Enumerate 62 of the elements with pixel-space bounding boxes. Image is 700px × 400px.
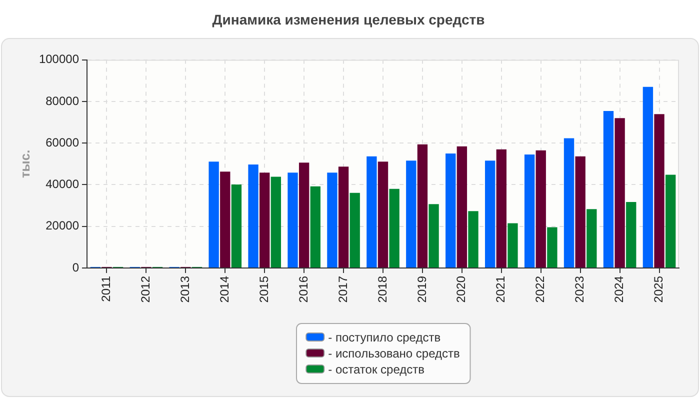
y-tick-label: 0 bbox=[72, 260, 80, 274]
bar bbox=[456, 146, 468, 268]
y-tick-label: 20000 bbox=[46, 218, 80, 233]
x-tick-label: 2016 bbox=[296, 276, 310, 303]
x-tick-label: 2024 bbox=[612, 276, 626, 303]
bar bbox=[248, 164, 258, 268]
bar bbox=[327, 172, 338, 268]
bar bbox=[614, 118, 625, 268]
bar bbox=[428, 204, 439, 268]
x-tick-label: 2012 bbox=[138, 276, 153, 303]
bar bbox=[654, 114, 664, 268]
bar bbox=[270, 176, 282, 268]
bar bbox=[366, 156, 377, 268]
bar bbox=[665, 174, 676, 268]
bar bbox=[642, 86, 654, 268]
x-tick-label: 2023 bbox=[572, 276, 587, 303]
x-tick-label: 2019 bbox=[414, 276, 429, 303]
x-tick-label: 2013 bbox=[178, 276, 192, 303]
bar bbox=[310, 186, 320, 268]
bar bbox=[468, 211, 478, 268]
bar bbox=[378, 162, 388, 268]
legend-label: - использовано средств bbox=[328, 346, 460, 360]
bar bbox=[496, 149, 506, 268]
y-tick-label: 60000 bbox=[46, 135, 80, 150]
bar bbox=[350, 192, 360, 268]
bar bbox=[338, 166, 349, 268]
bar bbox=[564, 138, 574, 268]
bar bbox=[484, 160, 496, 268]
bar bbox=[603, 111, 614, 268]
bar bbox=[446, 153, 456, 268]
bar bbox=[208, 162, 219, 268]
x-tick-label: 2025 bbox=[652, 276, 666, 303]
bar bbox=[288, 172, 298, 268]
bar bbox=[508, 223, 518, 268]
bar bbox=[260, 172, 270, 268]
x-tick-label: 2017 bbox=[336, 276, 350, 303]
bar bbox=[231, 184, 242, 268]
bar bbox=[547, 227, 558, 268]
bar bbox=[575, 156, 586, 268]
bar bbox=[536, 150, 546, 268]
bar bbox=[417, 144, 428, 268]
y-tick-label: 100000 bbox=[38, 52, 80, 66]
bar bbox=[626, 202, 636, 268]
bar bbox=[524, 154, 535, 268]
y-tick-label: 80000 bbox=[46, 94, 80, 108]
legend-label: - остаток средств bbox=[328, 362, 424, 376]
bar bbox=[389, 188, 400, 268]
x-tick-label: 2022 bbox=[533, 276, 548, 303]
bar bbox=[586, 209, 597, 268]
legend-label: - поступило средств bbox=[328, 330, 441, 344]
x-tick-label: 2020 bbox=[454, 276, 468, 303]
bar bbox=[220, 172, 230, 268]
x-tick-label: 2018 bbox=[375, 276, 390, 303]
x-tick-label: 2014 bbox=[217, 276, 232, 303]
x-tick-label: 2015 bbox=[256, 276, 271, 303]
x-tick-label: 2011 bbox=[99, 276, 114, 302]
y-tick-label: 40000 bbox=[46, 177, 80, 192]
y-axis-title: тыс. bbox=[17, 150, 32, 178]
x-tick-label: 2021 bbox=[494, 276, 508, 303]
chart-title: Динамика изменения целевых средств bbox=[212, 11, 486, 28]
bar bbox=[406, 160, 416, 268]
bar bbox=[298, 162, 310, 268]
